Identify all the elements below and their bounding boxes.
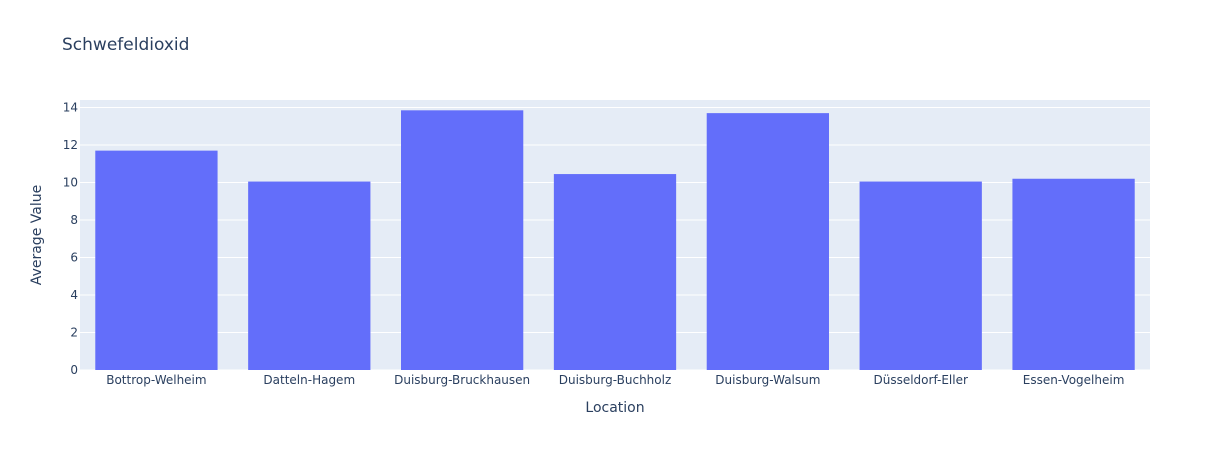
bar-datteln-hagem[interactable] xyxy=(248,181,371,370)
x-tick-label: Datteln-Hagem xyxy=(263,373,355,387)
x-tick-label: Duisburg-Bruckhausen xyxy=(394,373,530,387)
y-tick-label: 6 xyxy=(70,251,78,265)
x-tick-label: Duisburg-Buchholz xyxy=(559,373,672,387)
y-tick-label: 10 xyxy=(63,176,78,190)
bar-essen-vogelheim[interactable] xyxy=(1012,178,1135,370)
bar-düsseldorf-eller[interactable] xyxy=(859,181,982,370)
y-axis-ticks: 0 2 4 6 8 10 12 14 xyxy=(63,101,78,378)
y-tick-label: 0 xyxy=(70,363,78,377)
x-tick-label: Essen-Vogelheim xyxy=(1023,373,1125,387)
chart-title: Schwefeldioxid xyxy=(62,35,189,55)
x-tick-label: Düsseldorf-Eller xyxy=(873,373,967,387)
bar-duisburg-bruckhausen[interactable] xyxy=(401,110,524,370)
bars xyxy=(95,110,1135,370)
x-tick-label: Duisburg-Walsum xyxy=(715,373,820,387)
y-tick-label: 14 xyxy=(63,101,78,115)
y-tick-label: 2 xyxy=(70,326,78,340)
x-axis-title: Location xyxy=(585,400,644,416)
bar-duisburg-buchholz[interactable] xyxy=(553,174,677,370)
y-tick-label: 8 xyxy=(70,213,78,227)
x-tick-label: Bottrop-Welheim xyxy=(106,373,206,387)
x-axis-ticks: Bottrop-Welheim Datteln-Hagem Duisburg-Bru… xyxy=(106,373,1124,387)
y-tick-label: 4 xyxy=(70,288,78,302)
y-tick-label: 12 xyxy=(63,138,78,152)
bar-duisburg-walsum[interactable] xyxy=(706,113,829,370)
bar-bottrop-welheim[interactable] xyxy=(95,150,218,370)
y-axis-title: Average Value xyxy=(29,185,45,285)
